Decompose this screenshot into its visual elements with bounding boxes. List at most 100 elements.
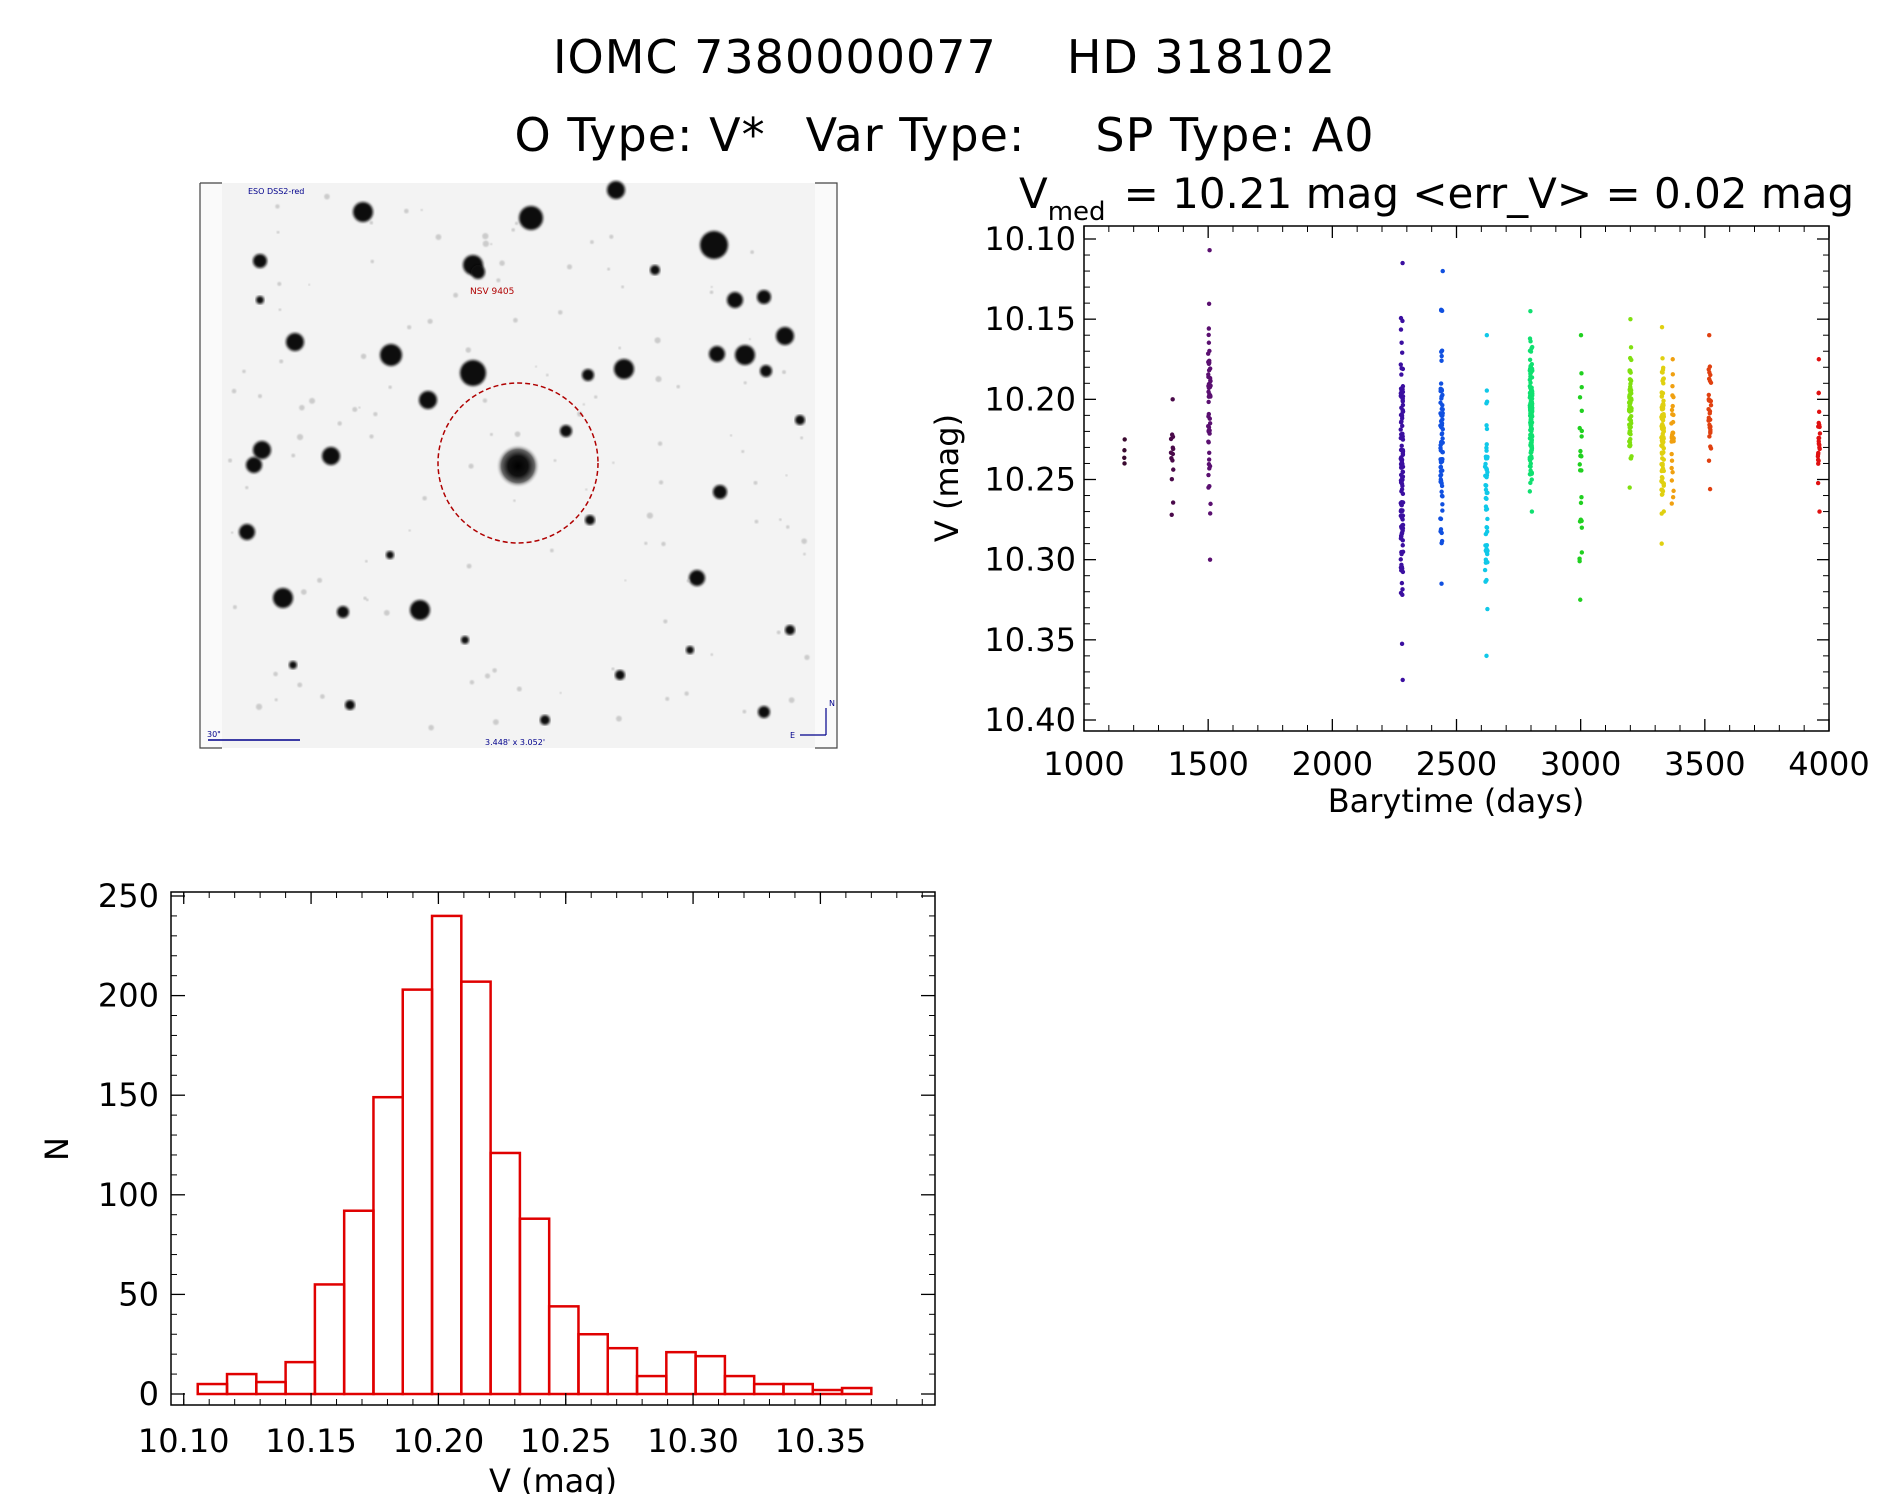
faint-star <box>753 480 758 485</box>
lc-point <box>1659 487 1664 492</box>
faint-star <box>559 691 562 694</box>
faint-star <box>453 292 459 298</box>
lc-point <box>1579 525 1585 530</box>
lc-point <box>1817 509 1822 514</box>
faint-star <box>427 318 433 324</box>
faint-star <box>729 434 733 437</box>
lc-point <box>1529 509 1535 514</box>
lc-point <box>1661 509 1667 514</box>
lc-point <box>1670 494 1676 500</box>
faint-star <box>482 398 488 403</box>
lc-point <box>1440 468 1445 473</box>
target-star <box>460 420 580 515</box>
lc-point <box>1438 439 1444 445</box>
histogram-bar <box>840 1386 873 1396</box>
lc-point <box>1484 445 1489 451</box>
lc-point <box>1399 459 1405 465</box>
histogram-bar <box>752 1382 785 1396</box>
lc-point <box>1528 432 1533 438</box>
compass-north-label: N <box>829 699 835 708</box>
var-type: Var Type: <box>805 108 1026 162</box>
lc-point <box>1659 474 1665 480</box>
faint-star <box>577 411 583 417</box>
lc-point <box>1438 400 1443 405</box>
lc-point <box>1660 427 1666 433</box>
lc-point <box>1206 394 1212 399</box>
lc-point <box>1399 503 1404 508</box>
lc-point <box>1670 372 1676 377</box>
faint-star <box>511 228 516 232</box>
lc-point <box>1628 386 1633 391</box>
faint-star <box>710 285 713 289</box>
lc-point <box>1399 580 1405 586</box>
lc-point <box>1628 345 1634 350</box>
faint-star <box>644 541 648 545</box>
lc-point <box>1708 446 1714 451</box>
lc-point <box>1660 367 1666 373</box>
hist-xtick-label: 10.10 <box>138 1422 230 1460</box>
histogram-bar <box>225 1372 258 1396</box>
lc-xtick-label: 2500 <box>1416 745 1497 783</box>
lc-point <box>1660 376 1666 382</box>
hist-ytick-label: 50 <box>118 1275 159 1313</box>
faint-star <box>684 691 689 696</box>
lc-xtick-label: 3000 <box>1540 745 1621 783</box>
lc-point <box>1670 393 1675 398</box>
faint-star <box>655 376 662 383</box>
field-star <box>795 415 805 425</box>
compass-east-label: E <box>790 731 795 740</box>
faint-star <box>245 485 249 490</box>
lc-point <box>1398 465 1404 470</box>
lc-point <box>1438 448 1444 453</box>
lc-point <box>1527 413 1533 418</box>
field-star <box>785 625 795 635</box>
histogram-bar <box>401 988 434 1396</box>
faint-star <box>612 461 615 464</box>
faint-star <box>657 441 663 446</box>
lc-point <box>1579 371 1584 376</box>
lc-point <box>1627 440 1633 445</box>
lc-ytick-label: 10.20 <box>984 380 1076 418</box>
lc-point <box>1400 543 1405 548</box>
field-star <box>607 181 625 199</box>
lc-point <box>1627 485 1632 490</box>
lc-point <box>1206 340 1212 345</box>
lc-point <box>1399 419 1404 424</box>
field-star <box>582 369 594 381</box>
lc-point <box>1706 458 1712 463</box>
histogram-chart: 10.10 10.15 10.20 10.25 10.30 10.35 0 50 100 150 2… <box>38 877 936 1494</box>
lc-point <box>1438 464 1443 470</box>
faint-star <box>654 337 661 344</box>
lc-point <box>1527 357 1533 362</box>
lc-point <box>1439 581 1444 586</box>
lc-point <box>1670 403 1675 409</box>
lc-point <box>1627 425 1633 430</box>
lc-point <box>1399 372 1404 377</box>
lc-point <box>1483 543 1488 548</box>
lc-point <box>1439 431 1445 436</box>
faint-star <box>255 703 263 710</box>
lc-xtick-label: 2000 <box>1292 745 1373 783</box>
field-star <box>757 290 771 304</box>
field-star <box>345 700 355 710</box>
lc-point <box>1578 597 1583 602</box>
lc-point <box>1483 504 1489 509</box>
lc-point <box>1484 423 1489 428</box>
lc-point <box>1579 550 1585 555</box>
faint-star <box>466 563 472 569</box>
faint-star <box>482 240 490 247</box>
field-star <box>353 202 373 222</box>
lc-point <box>1527 458 1533 463</box>
lc-point <box>1207 360 1212 365</box>
faint-star <box>590 240 594 244</box>
faint-star <box>776 630 781 635</box>
faint-star <box>609 234 614 239</box>
lc-point <box>1815 454 1821 459</box>
lc-point <box>1483 579 1488 584</box>
lc-point <box>1206 326 1212 331</box>
lc-point <box>1579 434 1584 439</box>
lc-point <box>1628 316 1633 322</box>
survey-label: ESO DSS2-red <box>248 187 304 196</box>
lc-point <box>1628 429 1633 434</box>
finder-chart: ESO DSS2-red NSV 9405 30" 3.448' x 3.052… <box>199 181 838 749</box>
